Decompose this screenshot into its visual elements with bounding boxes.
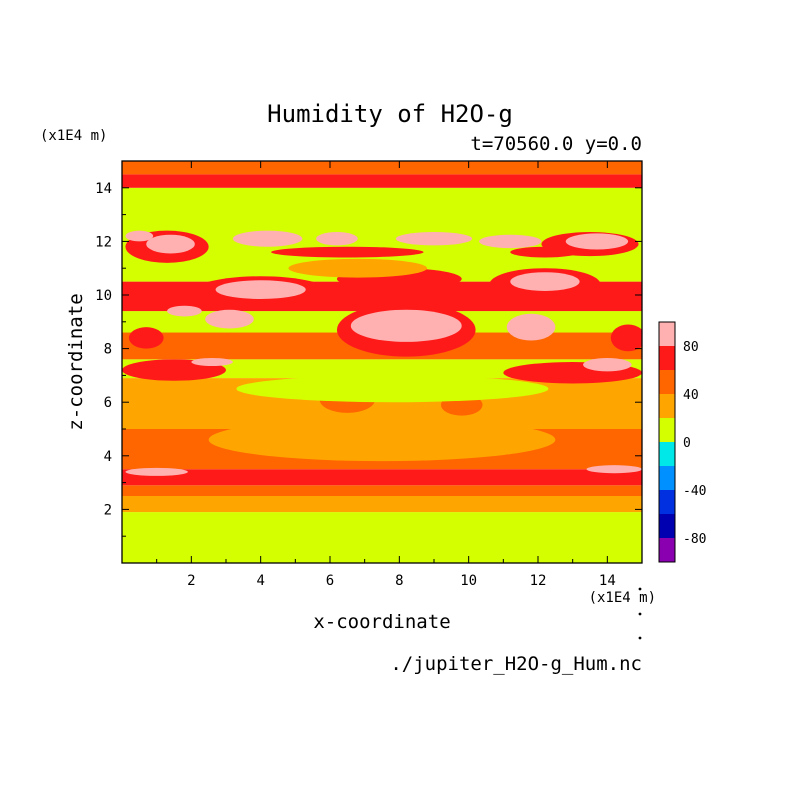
source-file-label: ./jupiter_H2O-g_Hum.nc — [390, 653, 642, 675]
colorbar-swatch — [659, 466, 675, 490]
contour-blob — [506, 313, 556, 341]
contour-blob — [586, 465, 642, 474]
contour-band — [122, 174, 642, 188]
contour-band — [122, 512, 642, 563]
colorbar-tick-label: -80 — [683, 532, 706, 547]
contour-blob — [146, 234, 195, 254]
contour-blob — [583, 357, 632, 372]
colorbar-swatch — [659, 442, 675, 466]
contour-blob — [125, 467, 188, 476]
y-tick-label: 6 — [104, 395, 112, 411]
colorbar-swatch — [659, 322, 675, 346]
axes: 2 4 6 8 10 12 14 2 4 6 8 10 12 14 — [95, 161, 642, 589]
x-axis-unit: (x1E4 m) — [589, 590, 656, 606]
contour-blob — [565, 233, 629, 250]
x-tick-label: 4 — [256, 573, 264, 589]
y-tick-label: 2 — [104, 502, 112, 518]
y-tick-label: 8 — [104, 342, 112, 358]
y-tick-label: 14 — [95, 181, 112, 197]
contour-blob — [125, 230, 154, 242]
contour-blob — [260, 471, 504, 483]
colorbar-tick-label: -40 — [683, 484, 706, 499]
x-tick-label: 10 — [460, 573, 477, 589]
contour-blob — [510, 272, 580, 291]
x-tick-label: 2 — [187, 573, 195, 589]
colorbar-swatch — [659, 418, 675, 442]
contour-band — [122, 496, 642, 513]
colorbar-tick-label: 80 — [683, 340, 699, 355]
chart-subtitle: t=70560.0 y=0.0 — [470, 133, 642, 155]
contour-blob — [205, 309, 254, 329]
contour-blob — [458, 388, 642, 427]
contour-blob — [128, 327, 164, 349]
contour-blob — [395, 232, 473, 246]
contour-blob — [479, 234, 542, 249]
colorbar-swatch — [659, 538, 675, 562]
marker-dot — [638, 636, 642, 640]
marker-dots — [638, 587, 642, 640]
contour-blob — [232, 230, 303, 247]
contour-blob — [288, 258, 428, 278]
colorbar-tick-label: 0 — [683, 436, 691, 451]
y-axis-label: z-coordinate — [65, 293, 87, 430]
contour-band — [122, 161, 642, 175]
x-tick-label: 6 — [326, 573, 334, 589]
contour-blob — [510, 246, 580, 258]
contour-field — [122, 161, 642, 563]
marker-dot — [638, 587, 642, 591]
contour-blob — [610, 324, 642, 352]
colorbar-swatch — [659, 370, 675, 394]
contour-blob — [236, 375, 549, 403]
contour-blob — [167, 305, 202, 317]
y-tick-label: 4 — [104, 449, 112, 465]
colorbar: 80 40 0 -40 -80 — [658, 321, 706, 563]
contour-blob — [271, 246, 424, 258]
y-axis-unit: (x1E4 m) — [40, 128, 107, 144]
contour-band — [122, 187, 642, 228]
colorbar-tick-label: 40 — [683, 388, 699, 403]
colorbar-frame — [658, 321, 676, 563]
chart-title: Humidity of H2O-g — [267, 100, 513, 128]
colorbar-swatch — [659, 514, 675, 538]
contour-blob — [215, 280, 306, 300]
x-tick-label: 14 — [599, 573, 616, 589]
marker-dot — [638, 612, 642, 616]
colorbar-swatch — [659, 490, 675, 514]
x-tick-label: 8 — [395, 573, 403, 589]
x-axis-label: x-coordinate — [313, 611, 450, 633]
contour-blob — [191, 357, 233, 367]
contour-blob — [208, 418, 556, 462]
y-tick-label: 12 — [95, 234, 112, 250]
x-tick-label: 12 — [530, 573, 547, 589]
contour-blob — [316, 232, 358, 246]
plot-frame — [121, 160, 643, 564]
y-tick-label: 10 — [95, 288, 112, 304]
colorbar-swatch — [659, 394, 675, 418]
colorbar-swatch — [659, 346, 675, 370]
contour-blob — [350, 309, 462, 342]
contour-band — [122, 485, 642, 496]
